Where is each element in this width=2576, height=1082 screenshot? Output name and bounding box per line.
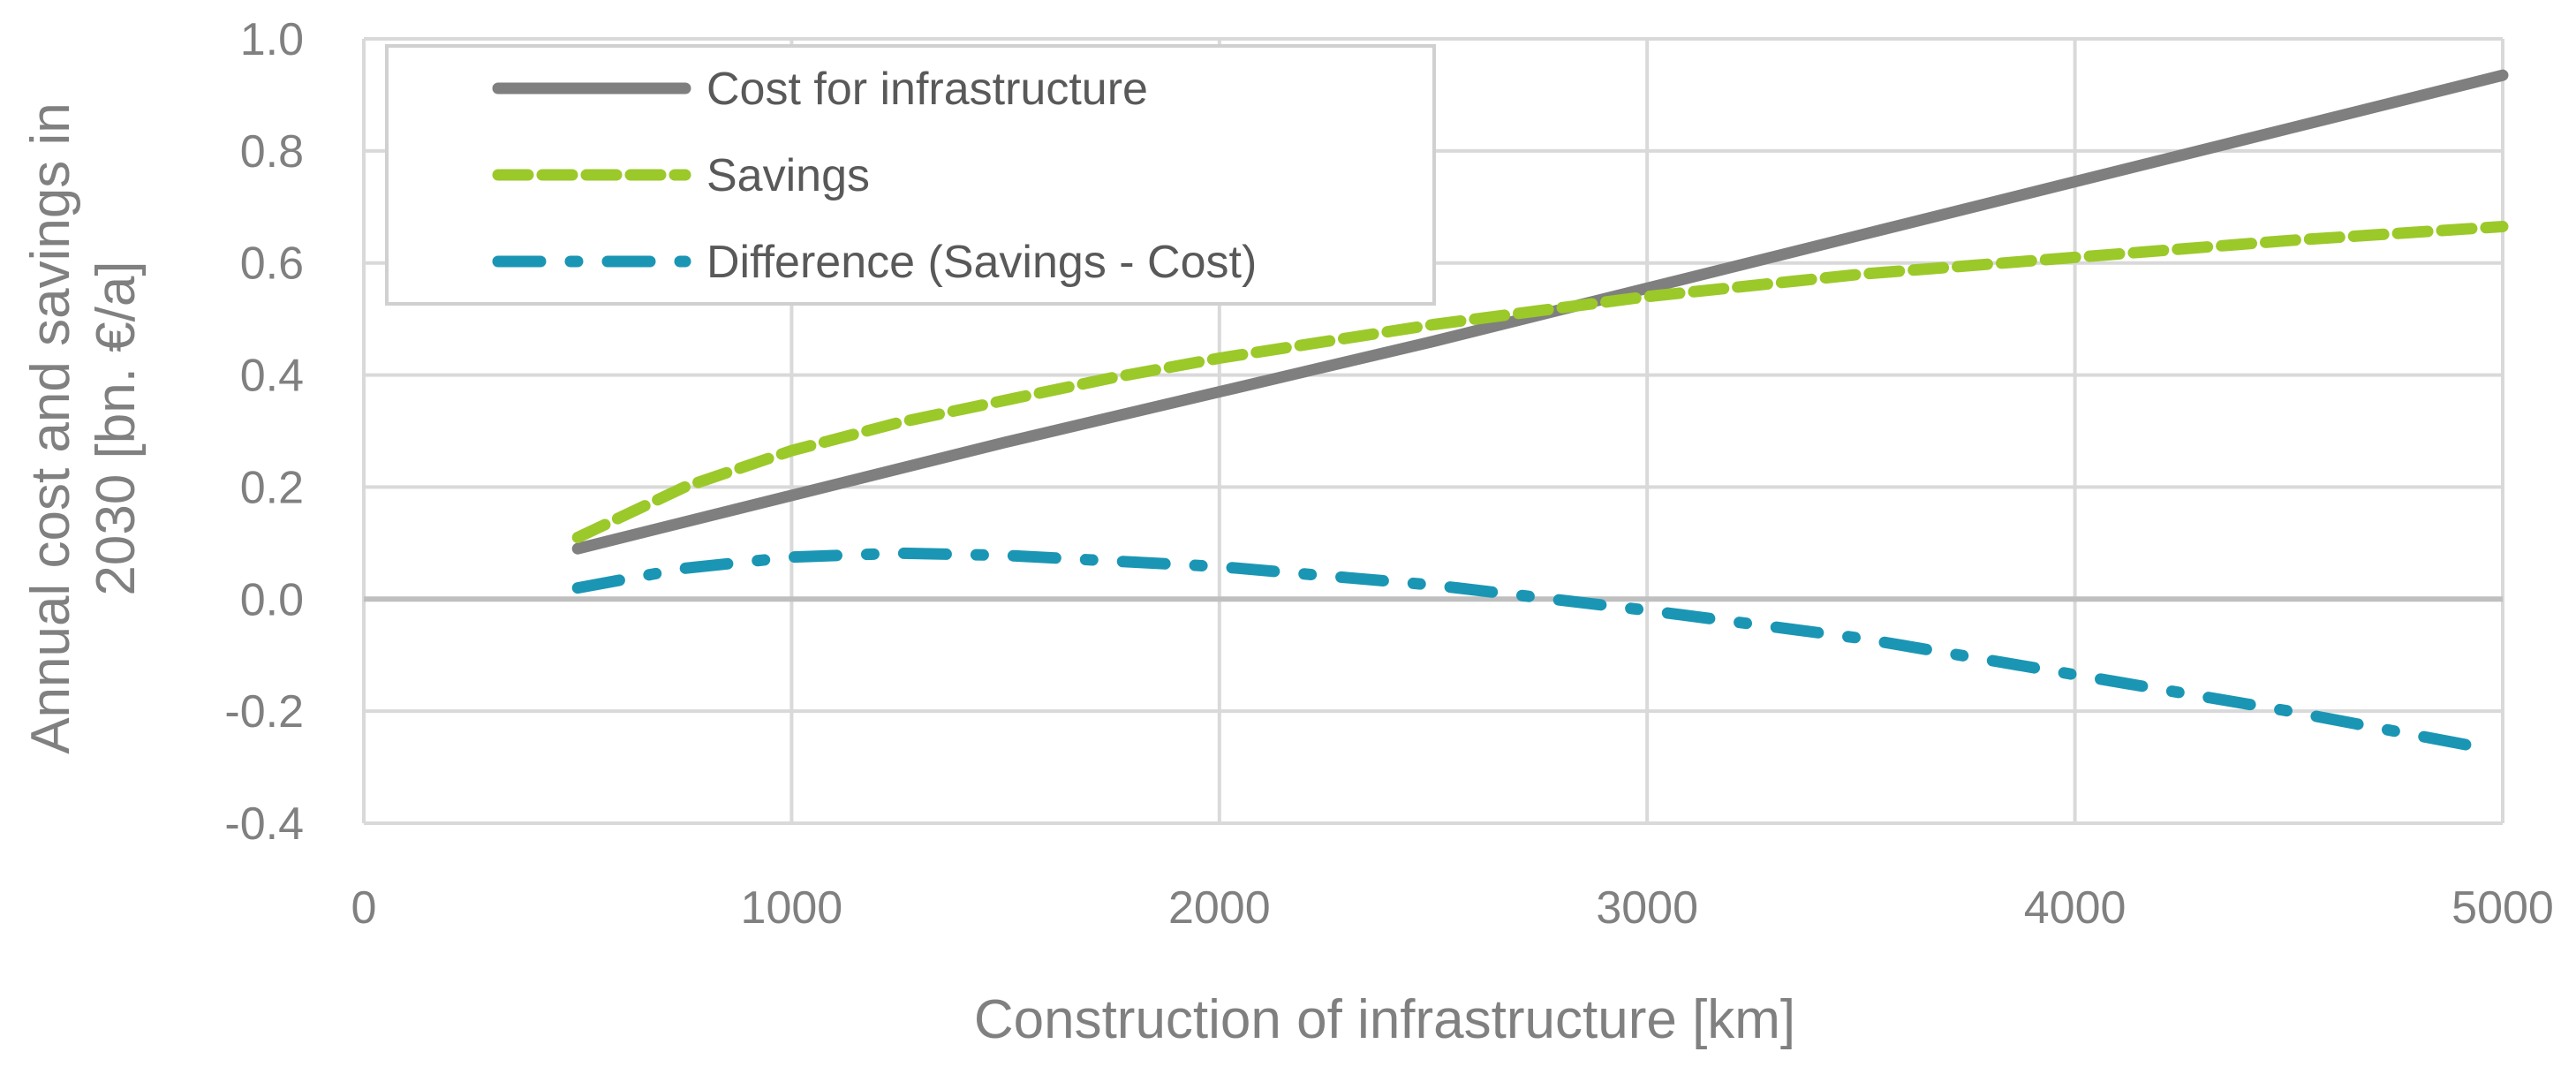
x-tick-label-2: 2000 [1168, 882, 1271, 934]
y-tick-label-5: 0.0 [240, 574, 304, 625]
y-tick-label-4: 0.2 [240, 462, 304, 513]
x-tick-label-0: 0 [351, 882, 377, 934]
x-tick-label-5: 5000 [2451, 882, 2554, 934]
y-tick-label-6: -0.2 [224, 686, 304, 738]
y-tick-label-0: 1.0 [240, 14, 304, 65]
x-axis-title: Construction of infrastructure [km] [974, 989, 1795, 1050]
series-line-2 [571, 547, 2488, 753]
legend-label-2: Difference (Savings - Cost) [706, 237, 1257, 288]
y-tick-label-2: 0.6 [240, 238, 304, 290]
y-tick-label-1: 0.8 [240, 126, 304, 178]
y-axis-title-line-1: Annual cost and savings in [20, 102, 81, 754]
legend-label-1: Savings [706, 150, 870, 201]
series-group [571, 69, 2509, 753]
legend-label-0: Cost for infrastructure [706, 64, 1148, 115]
y-tick-label-3: 0.4 [240, 351, 304, 402]
x-tick-label-3: 3000 [1596, 882, 1698, 934]
y-axis-title-line-2: 2030 [bn. €/a] [86, 261, 147, 595]
x-tick-label-4: 4000 [2024, 882, 2127, 934]
tick-labels: 1.0 0.8 0.6 0.4 0.2 0.0 -0.2 -0.4 0 1000 2000 3000 4… [224, 14, 2553, 934]
legend: Cost for infrastructure Savings Difference… [385, 44, 1436, 306]
series-line-1 [571, 221, 2509, 543]
x-tick-label-1: 1000 [741, 882, 843, 934]
y-tick-label-7: -0.4 [224, 798, 304, 850]
